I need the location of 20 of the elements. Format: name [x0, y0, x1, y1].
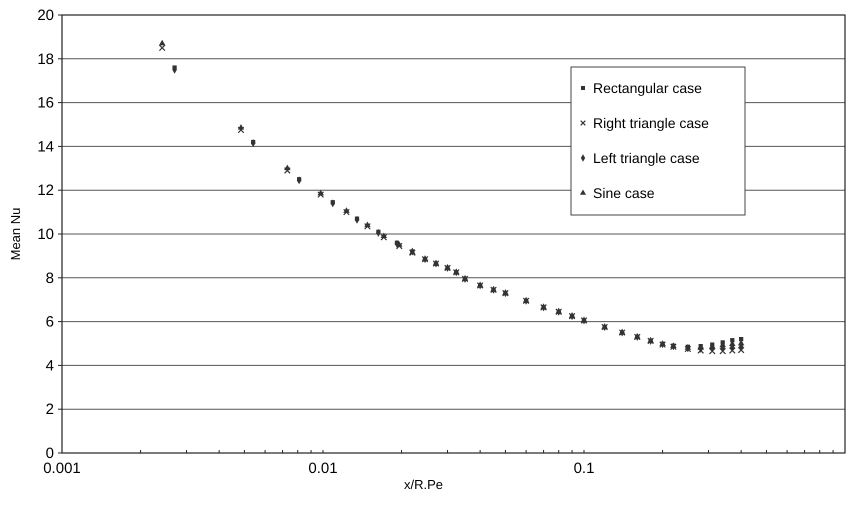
- legend-label: Sine case: [593, 185, 655, 201]
- y-tick-label: 10: [37, 226, 54, 243]
- y-tick-label: 20: [37, 7, 54, 24]
- y-tick-label: 2: [46, 401, 54, 418]
- x-tick-label: 0.01: [308, 460, 338, 477]
- x-axis-title: x/R.Pe: [404, 477, 444, 492]
- y-tick-label: 0: [46, 445, 54, 462]
- y-tick-label: 8: [46, 270, 54, 287]
- legend-label: Left triangle case: [593, 150, 700, 166]
- x-tick-label: 0.1: [574, 460, 594, 477]
- y-tick-label: 12: [37, 182, 54, 200]
- y-tick-label: 18: [37, 50, 54, 68]
- legend-label: Rectangular case: [593, 80, 702, 96]
- y-tick-label: 6: [46, 314, 54, 331]
- x-tick-label: 0.001: [43, 460, 81, 477]
- y-tick-label: 4: [46, 357, 54, 374]
- y-tick-label: 16: [37, 94, 54, 112]
- y-axis-title: Mean Nu: [8, 208, 23, 260]
- legend-label: Right triangle case: [593, 115, 710, 131]
- y-tick-label: 14: [37, 138, 54, 156]
